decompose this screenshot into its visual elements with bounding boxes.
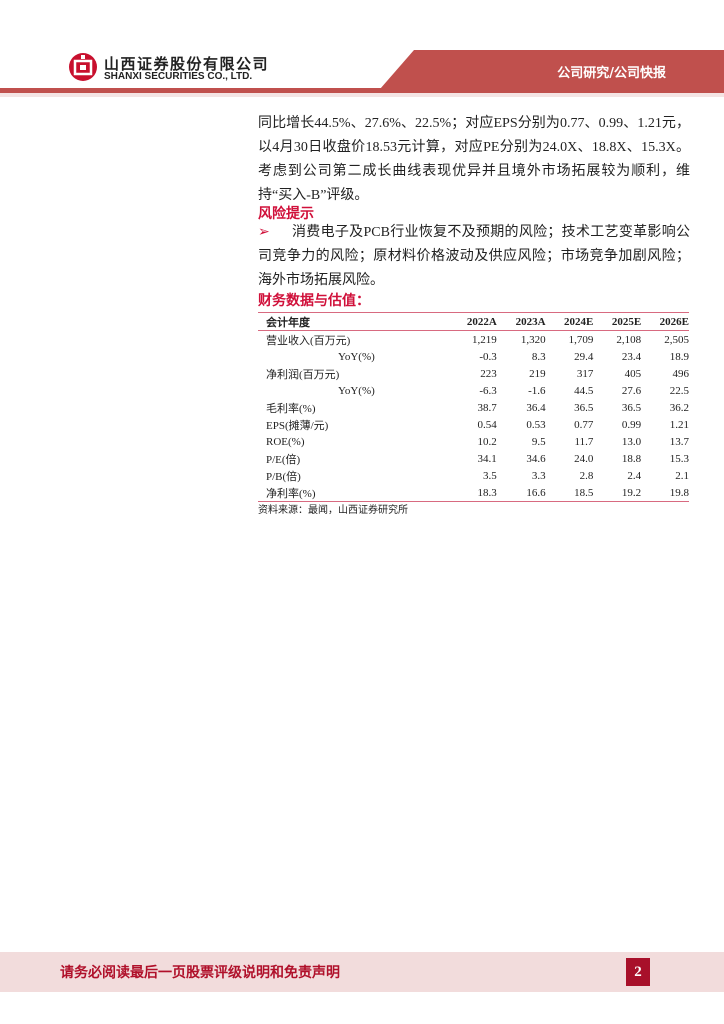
cell-value: 18.9 [669,350,689,363]
row-label: YoY(%) [338,350,375,363]
cell-value: 317 [576,367,594,380]
table-row: 净利率(%) 18.3 16.6 18.5 19.2 19.8 [258,484,689,502]
company-name-cn: 山西证券股份有限公司 [104,55,270,73]
cell-value: 2,108 [616,333,642,346]
cell-value: 219 [529,367,546,380]
header-shadow [0,93,724,97]
cell-value: 11.7 [574,435,594,448]
page-number: 2 [626,958,650,986]
table-row: YoY(%) -0.3 8.3 29.4 23.4 18.9 [258,348,689,365]
cell-value: 9.5 [531,435,546,448]
cell-value: 36.2 [669,401,689,414]
company-logo-icon [69,53,97,81]
table-title: 财务数据与估值： [258,293,370,309]
cell-value: 0.54 [477,418,497,431]
table-row: 营业收入(百万元) 1,219 1,320 1,709 2,108 2,505 [258,331,689,349]
row-label: YoY(%) [338,384,375,397]
cell-value: 1,709 [568,333,594,346]
risk-item: ➢ 消费电子及PCB行业恢复不及预期的风险；技术工艺变革影响公司竞争力的风险；原材… [258,221,690,293]
cell-value: -0.3 [479,350,497,363]
table-row: P/E(倍) 34.1 34.6 24.0 18.8 15.3 [258,450,689,467]
col-header: 2022A [466,315,497,328]
col-header: 2026E [659,315,689,328]
cell-value: 0.77 [574,418,594,431]
cell-value: 223 [480,367,497,380]
cell-value: 2.4 [627,469,642,482]
cell-value: 2.1 [675,469,689,482]
cell-value: 22.5 [669,384,689,397]
disclaimer-link[interactable]: 请务必阅读最后一页股票评级说明和免责声明 [60,965,340,981]
risk-heading: 风险提示 [258,206,314,222]
row-label: 净利率(%) [266,487,316,500]
cell-value: 1,320 [520,333,546,346]
cell-value: 34.1 [477,452,497,465]
cell-value: 36.5 [621,401,642,414]
source-note: 资料来源：最闻，山西证券研究所 [258,505,408,516]
row-label: ROE(%) [266,435,305,448]
table-row: ROE(%) 10.2 9.5 11.7 13.0 13.7 [258,433,689,450]
header-band [380,50,724,89]
row-label: P/E(倍) [266,453,301,466]
valuation-paragraph: 同比增长44.5%、27.6%、22.5%；对应EPS分别为0.77、0.99、… [258,116,690,203]
footer-band [0,952,724,992]
header-rule [0,88,724,93]
table-row: 毛利率(%) 38.7 36.4 36.5 36.5 36.2 [258,399,689,416]
cell-value: 44.5 [574,384,594,397]
row-label: 营业收入(百万元) [266,334,351,347]
row-label: P/B(倍) [266,470,301,483]
cell-value: 36.5 [574,401,594,414]
cell-value: 29.4 [574,350,594,363]
cell-value: 16.6 [526,486,546,499]
cell-value: 27.6 [621,384,642,397]
cell-value: 1,219 [472,333,497,346]
row-label: 净利润(百万元) [266,368,340,381]
cell-value: 38.7 [477,401,497,414]
bullet-arrow-icon: ➢ [258,225,270,240]
table-row: P/B(倍) 3.5 3.3 2.8 2.4 2.1 [258,467,689,484]
report-section: 公司研究/公司快报 [557,66,666,81]
cell-value: 13.7 [669,435,689,448]
row-label: EPS(摊薄/元) [266,419,329,432]
table-row: EPS(摊薄/元) 0.54 0.53 0.77 0.99 1.21 [258,416,689,433]
table-header-row: 会计年度 2022A 2023A 2024E 2025E 2026E [258,312,689,331]
cell-value: 36.4 [526,401,546,414]
cell-value: 34.6 [526,452,546,465]
cell-value: 496 [672,367,690,380]
cell-value: 18.5 [574,486,594,499]
risk-text: 消费电子及PCB行业恢复不及预期的风险；技术工艺变革影响公司竞争力的风险；原材料… [258,225,690,288]
cell-value: -6.3 [479,384,497,397]
cell-value: 405 [624,367,642,380]
company-name-en: SHANXI SECURITIES CO., LTD. [104,71,253,82]
col-header: 2023A [515,315,546,328]
financial-table: 会计年度 2022A 2023A 2024E 2025E 2026E 营业收入(… [258,312,689,502]
cell-value: 2.8 [579,469,594,482]
cell-value: 13.0 [621,435,642,448]
cell-value: 10.2 [477,435,497,448]
cell-value: 8.3 [531,350,546,363]
cell-value: 23.4 [621,350,642,363]
cell-value: 2,505 [664,333,689,346]
cell-value: 18.8 [621,452,642,465]
cell-value: 15.3 [669,452,689,465]
table-row: YoY(%) -6.3 -1.6 44.5 27.6 22.5 [258,382,689,399]
col-header: 2024E [564,315,594,328]
cell-value: 19.2 [621,486,642,499]
cell-value: 18.3 [477,486,497,499]
cell-value: 0.99 [621,418,642,431]
col-header: 2025E [611,315,642,328]
cell-value: 19.8 [669,486,689,499]
cell-value: 1.21 [669,418,689,431]
cell-value: 3.3 [531,469,546,482]
cell-value: -1.6 [528,384,546,397]
cell-value: 3.5 [483,469,497,482]
col-header: 会计年度 [266,315,310,329]
table-row: 净利润(百万元) 223 219 317 405 496 [258,365,689,382]
cell-value: 24.0 [574,452,594,465]
cell-value: 0.53 [526,418,546,431]
row-label: 毛利率(%) [266,402,316,415]
